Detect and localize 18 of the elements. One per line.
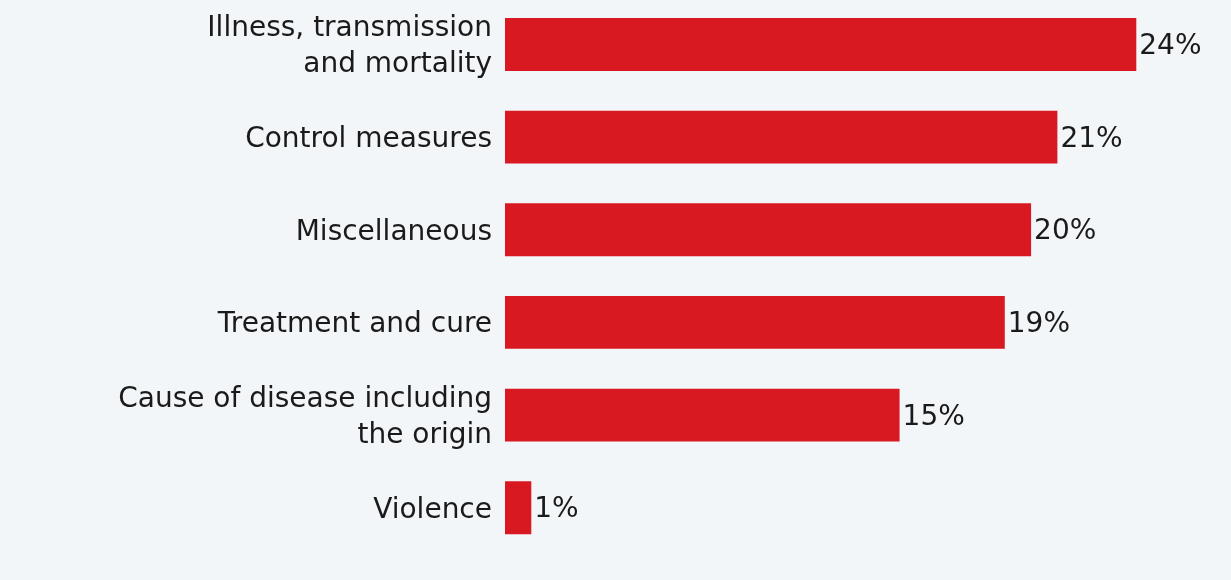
data-label: 1% [534, 491, 579, 525]
y-tick-label: Miscellaneous [295, 213, 492, 247]
y-tick-label: Illness, transmission and mortality [207, 10, 492, 80]
bar [505, 481, 532, 535]
y-tick-label: Violence [373, 491, 492, 525]
y-tick-label: Cause of disease including the origin [118, 380, 492, 451]
bar [505, 203, 1032, 257]
bar [505, 296, 1005, 349]
data-label: 24% [1139, 27, 1202, 61]
y-tick-label: Control measures [245, 120, 492, 154]
y-tick-label: Treatment and cure [216, 306, 492, 340]
bar [505, 110, 1058, 164]
bar [505, 18, 1137, 71]
data-label: 15% [902, 398, 965, 432]
data-label: 21% [1060, 120, 1123, 154]
data-label: 20% [1034, 213, 1097, 247]
data-label: 19% [1007, 305, 1071, 339]
bar [505, 388, 900, 442]
